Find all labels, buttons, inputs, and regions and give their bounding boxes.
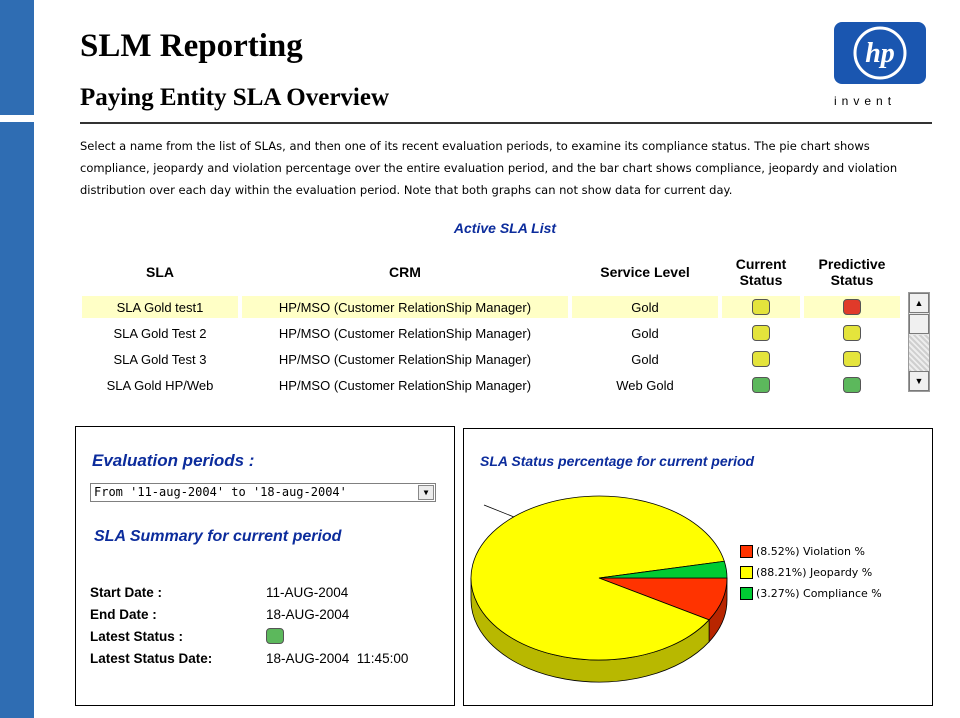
latest-status-date-label: Latest Status Date: [90, 650, 213, 666]
predictive-status-cell [804, 322, 900, 344]
service-level-cell[interactable]: Gold [631, 325, 659, 341]
summary-details: Start Date : 11-AUG-2004 End Date : 18-A… [90, 581, 408, 669]
predictive-status-cell [804, 374, 900, 396]
latest-status-indicator [266, 628, 284, 645]
predictive-status-cell [804, 296, 900, 318]
start-date-label: Start Date : [90, 584, 163, 600]
hp-logo: hp [834, 22, 926, 84]
sla-list-title: Active SLA List [453, 220, 557, 236]
crm-cell[interactable]: HP/MSO (Customer RelationShip Manager) [278, 351, 532, 367]
page-subtitle: Paying Entity SLA Overview [80, 84, 390, 111]
crm-cell[interactable]: HP/MSO (Customer RelationShip Manager) [278, 377, 532, 393]
current-status-cell [722, 374, 800, 396]
end-date-row: End Date : 18-AUG-2004 [90, 603, 408, 625]
column-header-current-status: Current Status [735, 256, 787, 288]
intro-text: Select a name from the list of SLAs, and… [80, 139, 898, 197]
service-level-cell[interactable]: Web Gold [616, 377, 674, 393]
legend-swatch-jeopardy [740, 566, 753, 579]
latest-status-date-row: Latest Status Date: 18-AUG-2004 11:45:00 [90, 647, 408, 669]
legend-swatch-violation [740, 545, 753, 558]
chart-title: SLA Status percentage for current period [480, 453, 755, 469]
scroll-thumb[interactable] [909, 314, 929, 334]
start-date-row: Start Date : 11-AUG-2004 [90, 581, 408, 603]
scroll-down-button[interactable]: ▼ [909, 371, 929, 391]
sla-name-cell[interactable]: SLA Gold Test 3 [113, 351, 207, 367]
column-header-sla: SLA [146, 264, 174, 280]
sla-name-cell[interactable]: SLA Gold Test 2 [113, 325, 207, 341]
hp-logo-letters: hp [865, 38, 895, 69]
end-date-value: 18-AUG-2004 [266, 606, 350, 622]
evaluation-period-select[interactable]: From '11-aug-2004' to '18-aug-2004' ▼ [90, 483, 436, 502]
column-header-service-level: Service Level [600, 264, 690, 280]
pie-slice-2 [598, 560, 728, 579]
evaluation-period-value: From '11-aug-2004' to '18-aug-2004' [94, 485, 347, 499]
table-row[interactable]: SLA Gold Test 2 HP/MSO (Customer Relatio… [82, 322, 900, 344]
sla-status-pie-chart [470, 495, 728, 683]
predictive-status-indicator [843, 299, 861, 316]
current-status-cell [722, 296, 800, 318]
logo-tagline: invent [834, 94, 897, 108]
summary-title: SLA Summary for current period [94, 528, 342, 545]
current-status-indicator [752, 299, 770, 316]
current-status-cell [722, 348, 800, 370]
current-status-cell [722, 322, 800, 344]
left-accent-bar-bottom [0, 122, 34, 718]
chart-legend: (8.52%) Violation % (88.21%) Jeopardy % … [740, 541, 882, 604]
left-accent-bar-top [0, 0, 34, 115]
scroll-down-arrow-icon: ▼ [914, 376, 924, 386]
scroll-up-button[interactable]: ▲ [909, 293, 929, 313]
predictive-status-cell [804, 348, 900, 370]
crm-cell[interactable]: HP/MSO (Customer RelationShip Manager) [242, 296, 568, 318]
sla-name-cell[interactable]: SLA Gold HP/Web [106, 377, 214, 393]
crm-cell[interactable]: HP/MSO (Customer RelationShip Manager) [278, 325, 532, 341]
sla-table-header: SLA CRM Service Level Current Status Pre… [82, 252, 900, 292]
legend-item-jeopardy: (88.21%) Jeopardy % [740, 562, 882, 583]
service-level-cell[interactable]: Gold [631, 351, 659, 367]
start-date-value: 11-AUG-2004 [266, 584, 349, 600]
legend-label-violation: (8.52%) Violation % [756, 545, 865, 558]
column-header-crm: CRM [389, 264, 421, 280]
current-status-indicator [752, 325, 770, 342]
predictive-status-indicator [843, 351, 861, 368]
scroll-track[interactable] [909, 335, 929, 371]
current-status-indicator [752, 351, 770, 368]
evaluation-panel: Evaluation periods : From '11-aug-2004' … [75, 426, 455, 706]
legend-item-compliance: (3.27%) Compliance % [740, 583, 882, 604]
end-date-label: End Date : [90, 606, 157, 622]
latest-status-date-value: 18-AUG-2004 11:45:00 [266, 650, 409, 666]
column-header-predictive-status: Predictive Status [818, 256, 886, 288]
table-row[interactable]: SLA Gold Test 3 HP/MSO (Customer Relatio… [82, 348, 900, 370]
legend-swatch-compliance [740, 587, 753, 600]
pie-slice-1 [470, 495, 725, 661]
table-row[interactable]: SLA Gold test1 HP/MSO (Customer Relation… [82, 296, 900, 318]
dropdown-arrow-icon[interactable]: ▼ [418, 485, 434, 500]
header-divider [80, 122, 932, 124]
sla-list-scrollbar[interactable]: ▲ ▼ [908, 292, 930, 392]
sla-name-cell[interactable]: SLA Gold test1 [82, 296, 238, 318]
chart-panel: SLA Status percentage for current period… [463, 428, 933, 706]
predictive-status-indicator [843, 377, 861, 394]
hp-logo-icon: hp [853, 26, 907, 80]
scroll-up-arrow-icon: ▲ [914, 298, 924, 308]
table-row[interactable]: SLA Gold HP/Web HP/MSO (Customer Relatio… [82, 374, 900, 396]
legend-label-jeopardy: (88.21%) Jeopardy % [756, 566, 873, 579]
predictive-status-indicator [843, 325, 861, 342]
latest-status-label: Latest Status : [90, 628, 184, 644]
page-title: SLM Reporting [80, 28, 303, 64]
legend-label-compliance: (3.27%) Compliance % [756, 587, 882, 600]
pie-leader-line [483, 504, 515, 518]
legend-item-violation: (8.52%) Violation % [740, 541, 882, 562]
evaluation-periods-label: Evaluation periods : [92, 451, 255, 470]
latest-status-row: Latest Status : [90, 625, 408, 647]
sla-table: SLA CRM Service Level Current Status Pre… [78, 248, 904, 400]
service-level-cell[interactable]: Gold [572, 296, 718, 318]
current-status-indicator [752, 377, 770, 394]
latest-status-value [266, 628, 284, 645]
